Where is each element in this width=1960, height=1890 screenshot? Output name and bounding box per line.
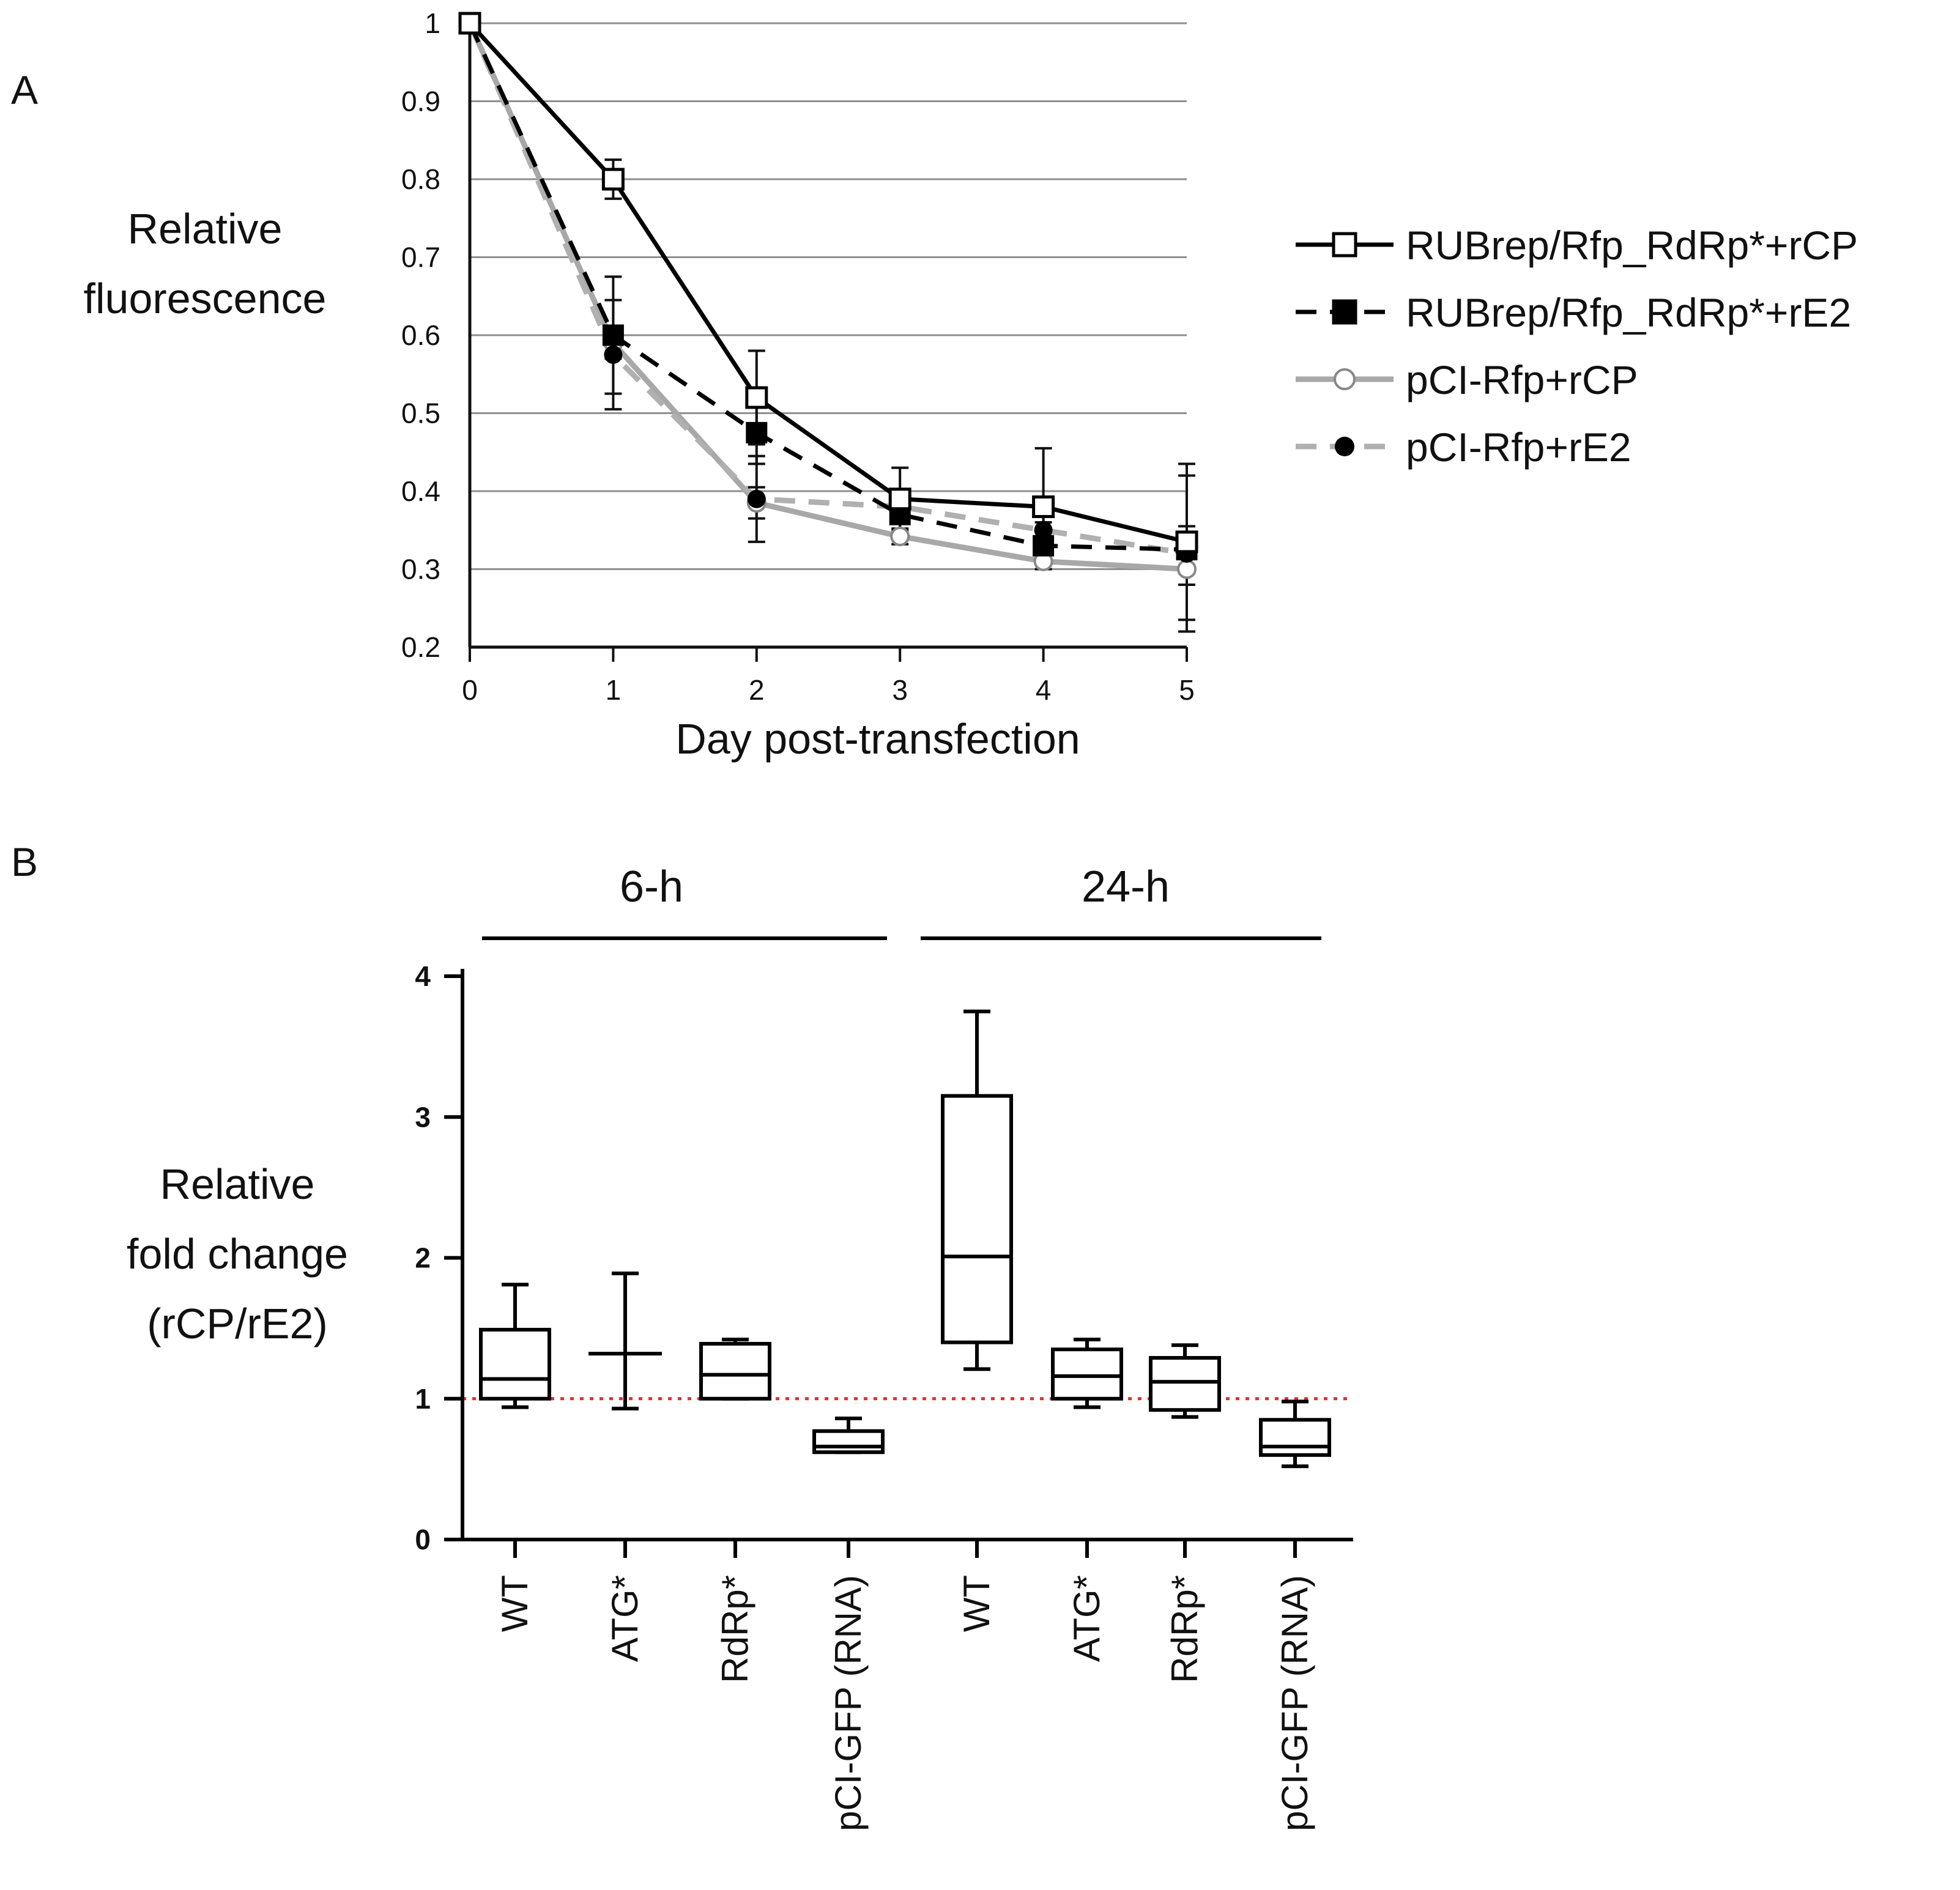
data-point-0-3 <box>888 487 911 511</box>
data-point-1-2 <box>746 421 768 443</box>
y-tick-label-0.6: 0.6 <box>401 319 440 351</box>
x-tick-label-4: 4 <box>1036 674 1052 706</box>
group-label-24h: 24-h <box>1082 862 1170 911</box>
y-tick-label-0.3: 0.3 <box>401 554 440 585</box>
legend-marker-open-circle <box>1334 368 1356 390</box>
series-line-3 <box>467 22 1187 557</box>
category-label-4: WT <box>956 1575 997 1632</box>
panel-b-y-title-line-1: Relative <box>160 1160 315 1208</box>
panel-a-label: A <box>11 67 38 113</box>
data-point-3-4 <box>1034 521 1053 539</box>
panel-a-x-title: Day post-transfection <box>675 715 1080 763</box>
y-tick-label-0.4: 0.4 <box>401 475 440 507</box>
x-tick-label-3: 3 <box>892 674 908 706</box>
panel-b-y-title-line-3: (rCP/rE2) <box>147 1300 328 1347</box>
legend-label-pci-rcp: pCI-Rfp+rCP <box>1406 357 1638 402</box>
data-point-3-2 <box>747 489 766 508</box>
data-point-2-5 <box>1177 559 1197 579</box>
data-point-0-0 <box>458 12 481 35</box>
box-body-0 <box>479 1327 551 1401</box>
category-label-7: pCI-GFP (RNA) <box>1274 1575 1315 1831</box>
panel-b-x-ticks <box>513 1540 1297 1558</box>
box-body-3 <box>812 1429 885 1455</box>
data-point-0-5 <box>1175 530 1198 554</box>
legend-label-pci-re2: pCI-Rfp+rE2 <box>1406 424 1631 470</box>
x-tick-label-1: 1 <box>606 674 622 706</box>
y-tick-label-4: 4 <box>415 960 431 992</box>
y-tick-label-2: 2 <box>415 1242 431 1274</box>
panel-a-series-lines <box>467 21 1187 572</box>
y-tick-label-0.9: 0.9 <box>401 86 440 117</box>
data-point-3-1 <box>604 345 623 364</box>
data-point-0-2 <box>745 386 768 409</box>
box-body-5 <box>1051 1347 1123 1401</box>
category-label-0: WT <box>494 1575 535 1632</box>
box-6 <box>1149 1343 1221 1419</box>
box-body-4 <box>941 1094 1013 1344</box>
y-tick-label-0.8: 0.8 <box>401 163 440 195</box>
panel-a-y-tick-labels: 0.2 0.3 0.4 0.5 0.6 0.7 0.8 0.9 1 <box>401 7 440 663</box>
y-tick-label-0.5: 0.5 <box>401 398 440 429</box>
legend-marker-filled-square <box>1332 299 1357 325</box>
x-tick-label-2: 2 <box>749 674 765 706</box>
panel-a-gridlines <box>470 22 1187 570</box>
panel-b-boxes <box>479 1009 1331 1469</box>
box-5 <box>1051 1338 1123 1409</box>
legend-marker-open-square <box>1332 232 1357 258</box>
panel-a-markers <box>458 12 1198 579</box>
series-line-1 <box>467 22 1187 552</box>
panel-a-y-title-line-2: fluorescence <box>84 275 327 322</box>
y-tick-label-0.7: 0.7 <box>401 242 440 273</box>
legend-marker-filled-circle <box>1335 437 1354 456</box>
series-line-2 <box>467 22 1187 572</box>
panel-a-y-title-line-1: Relative <box>128 205 283 253</box>
category-label-2: RdRp* <box>715 1575 755 1683</box>
y-tick-label-1: 1 <box>415 1383 431 1415</box>
y-tick-label-1: 1 <box>425 7 440 39</box>
box-0 <box>479 1283 551 1409</box>
data-point-1-1 <box>602 324 624 346</box>
x-tick-label-0: 0 <box>462 674 478 706</box>
panel-b-category-labels: WT ATG* RdRp* pCI-GFP (RNA) WT ATG* RdRp* pCI-G… <box>494 1575 1315 1831</box>
y-tick-label-3: 3 <box>415 1101 431 1133</box>
category-label-3: pCI-GFP (RNA) <box>828 1575 869 1831</box>
panel-a-error-bars <box>604 158 1195 633</box>
panel-b-label: B <box>11 839 38 884</box>
data-point-0-4 <box>1032 495 1055 518</box>
box-2 <box>699 1338 771 1401</box>
box-body-7 <box>1259 1418 1331 1457</box>
box-3 <box>812 1416 885 1455</box>
box-4 <box>941 1009 1013 1371</box>
panel-a-x-ticks <box>469 647 1188 662</box>
panel-a-legend: RUBrep/Rfp_RdRp*+rCP RUBrep/Rfp_RdRp*+rE… <box>1296 223 1858 470</box>
data-point-2-3 <box>890 526 910 546</box>
group-label-6h: 6-h <box>620 862 683 911</box>
category-label-5: ATG* <box>1066 1575 1107 1662</box>
box-1 <box>588 1271 662 1410</box>
y-tick-label-0.2: 0.2 <box>401 631 440 663</box>
series-line-0 <box>468 21 1187 544</box>
box-body-2 <box>699 1341 771 1401</box>
legend-label-rubrep-re2: RUBrep/Rfp_RdRp*+rE2 <box>1406 290 1851 335</box>
panel-b-y-ticks: 0 1 2 3 4 <box>415 960 462 1555</box>
data-point-0-1 <box>601 168 625 191</box>
data-point-1-4 <box>1033 535 1055 557</box>
box-7 <box>1259 1399 1331 1469</box>
x-tick-label-5: 5 <box>1179 674 1195 706</box>
category-label-6: RdRp* <box>1164 1575 1205 1683</box>
y-tick-label-0: 0 <box>415 1524 431 1555</box>
legend-label-rubrep-rcp: RUBrep/Rfp_RdRp*+rCP <box>1406 223 1858 268</box>
panel-b-y-title-line-2: fold change <box>127 1230 348 1278</box>
category-label-1: ATG* <box>604 1575 645 1662</box>
panel-a-x-tick-labels: 0 1 2 3 4 5 <box>462 674 1195 706</box>
box-body-6 <box>1149 1355 1221 1412</box>
